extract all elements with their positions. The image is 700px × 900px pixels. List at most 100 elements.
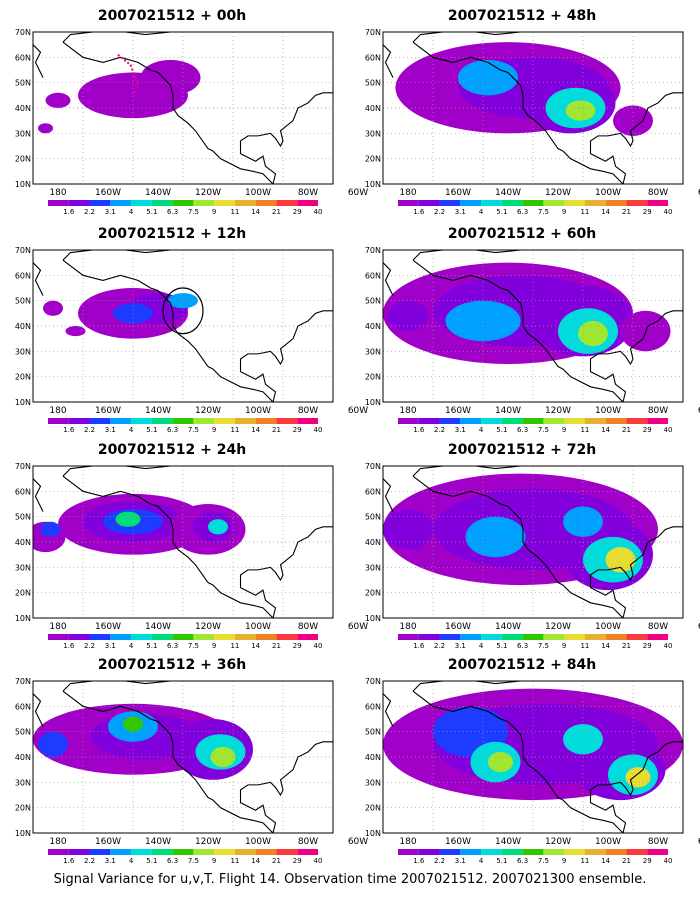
colorbar-swatch bbox=[193, 418, 215, 424]
colorbar-swatch bbox=[48, 200, 69, 206]
lat-tick-label: 30N bbox=[365, 778, 381, 787]
colorbar-swatch bbox=[460, 200, 482, 206]
lon-tick-label: 100W bbox=[595, 837, 621, 847]
colorbar-label: 6.3 bbox=[517, 857, 528, 865]
colorbar-swatch bbox=[647, 849, 668, 855]
colorbar-label: 21 bbox=[622, 857, 631, 865]
colorbar: 1.6 2.2 3.1 4 5.1 6.3 7.5 9 11 14 21 29 40 bbox=[48, 849, 322, 865]
coastline bbox=[383, 466, 683, 618]
lon-tick-label: 140W bbox=[495, 622, 521, 632]
colorbar-swatch bbox=[626, 634, 648, 640]
variance-field bbox=[383, 688, 683, 801]
colorbar-swatch bbox=[214, 418, 235, 424]
lon-tick-label: 100W bbox=[245, 406, 271, 416]
colorbar-label: 2.2 bbox=[434, 642, 445, 650]
variance-contour bbox=[563, 506, 603, 537]
variance-contour bbox=[38, 731, 68, 757]
colorbar-swatch bbox=[255, 418, 277, 424]
colorbar-swatch bbox=[48, 634, 69, 640]
colorbar-label: 5.1 bbox=[496, 642, 507, 650]
colorbar-label: 14 bbox=[601, 426, 610, 434]
lat-tick-label: 40N bbox=[365, 104, 381, 113]
colorbar-swatch bbox=[647, 200, 668, 206]
variance-map: 70N 60N 50N 40N 30N 20N 10N 180 160W 140W 120W 100W… bbox=[15, 246, 368, 434]
variance-contour bbox=[465, 516, 526, 558]
colorbar-swatch bbox=[418, 200, 440, 206]
lon-tick-label: 60W bbox=[698, 406, 700, 416]
lat-tick-label: 60N bbox=[365, 53, 381, 62]
colorbar-label: 11 bbox=[230, 426, 239, 434]
colorbar-swatch bbox=[68, 418, 90, 424]
map-panel-84h: 2007021512 + 84h 70N 60N 50N 40N 30N 20N 10N 18… bbox=[357, 655, 700, 870]
variance-contour bbox=[383, 509, 433, 550]
lon-tick-label: 100W bbox=[245, 188, 271, 198]
colorbar-swatch bbox=[151, 849, 173, 855]
colorbar-swatch bbox=[276, 418, 298, 424]
lat-tick-label: 10N bbox=[15, 614, 31, 623]
gridlines bbox=[33, 32, 333, 184]
colorbar-label: 3.1 bbox=[105, 857, 116, 865]
colorbar-label: 40 bbox=[664, 642, 673, 650]
colorbar-swatch bbox=[151, 634, 173, 640]
lon-tick-label: 60W bbox=[348, 188, 368, 198]
coastline bbox=[383, 250, 683, 402]
lat-tick-label: 20N bbox=[15, 373, 31, 382]
colorbar-swatch bbox=[110, 200, 132, 206]
colorbar-label: 21 bbox=[272, 642, 281, 650]
variance-map: 70N 60N 50N 40N 30N 20N 10N 180 160W 140W 120W 100W… bbox=[365, 677, 700, 865]
colorbar: 1.6 2.2 3.1 4 5.1 6.3 7.5 9 11 14 21 29 40 bbox=[398, 200, 672, 216]
colorbar-label: 2.2 bbox=[84, 642, 95, 650]
colorbar-swatch bbox=[398, 200, 419, 206]
colorbar-label: 21 bbox=[622, 208, 631, 216]
colorbar-label: 2.2 bbox=[84, 208, 95, 216]
colorbar-swatch bbox=[584, 200, 606, 206]
lat-tick-label: 50N bbox=[365, 513, 381, 522]
variance-contour bbox=[458, 59, 518, 96]
colorbar-label: 7.5 bbox=[538, 857, 549, 865]
colorbar-swatch bbox=[131, 634, 152, 640]
variance-contour bbox=[168, 293, 198, 309]
lat-tick-label: 10N bbox=[365, 614, 381, 623]
colorbar-swatch bbox=[172, 634, 194, 640]
panel-title: 2007021512 + 48h bbox=[447, 8, 597, 24]
lat-tick-label: 10N bbox=[15, 398, 31, 407]
lon-tick-label: 60W bbox=[348, 622, 368, 632]
colorbar-label: 4 bbox=[129, 642, 134, 650]
colorbar-swatch bbox=[501, 200, 523, 206]
colorbar-swatch bbox=[214, 634, 235, 640]
colorbar-label: 9 bbox=[212, 426, 216, 434]
lon-tick-label: 80W bbox=[648, 406, 668, 416]
colorbar-swatch bbox=[439, 200, 461, 206]
colorbar-swatch bbox=[89, 200, 111, 206]
lat-tick-label: 70N bbox=[15, 462, 31, 471]
colorbar-swatch bbox=[193, 200, 215, 206]
gridlines bbox=[33, 681, 333, 833]
colorbar-label: 9 bbox=[562, 642, 566, 650]
lat-tick-label: 50N bbox=[15, 728, 31, 737]
variance-field bbox=[33, 493, 246, 555]
colorbar-swatch bbox=[543, 418, 565, 424]
panel-title: 2007021512 + 00h bbox=[97, 8, 247, 24]
variance-contour bbox=[488, 751, 513, 773]
gridlines bbox=[383, 681, 683, 833]
lat-tick-label: 10N bbox=[15, 180, 31, 189]
colorbar-swatch bbox=[418, 418, 440, 424]
lon-tick-label: 60W bbox=[348, 837, 368, 847]
lon-tick-label: 140W bbox=[495, 837, 521, 847]
colorbar: 1.6 2.2 3.1 4 5.1 6.3 7.5 9 11 14 21 29 40 bbox=[48, 634, 322, 650]
colorbar-swatch bbox=[255, 849, 277, 855]
variance-contour bbox=[605, 547, 636, 573]
lon-tick-label: 120W bbox=[545, 837, 571, 847]
colorbar-label: 1.6 bbox=[413, 642, 425, 650]
colorbar-label: 3.1 bbox=[455, 208, 466, 216]
colorbar-swatch bbox=[255, 200, 277, 206]
map-panel-72h: 2007021512 + 72h 70N 60N 50N 40N 30N 20N 10N 18… bbox=[357, 440, 700, 655]
lon-tick-label: 140W bbox=[145, 622, 171, 632]
colorbar-swatch bbox=[605, 200, 627, 206]
colorbar-swatch bbox=[89, 418, 111, 424]
lat-tick-label: 50N bbox=[15, 297, 31, 306]
lat-tick-label: 60N bbox=[15, 702, 31, 711]
colorbar-label: 11 bbox=[230, 208, 239, 216]
colorbar-swatch bbox=[131, 849, 152, 855]
variance-contour bbox=[45, 92, 71, 108]
